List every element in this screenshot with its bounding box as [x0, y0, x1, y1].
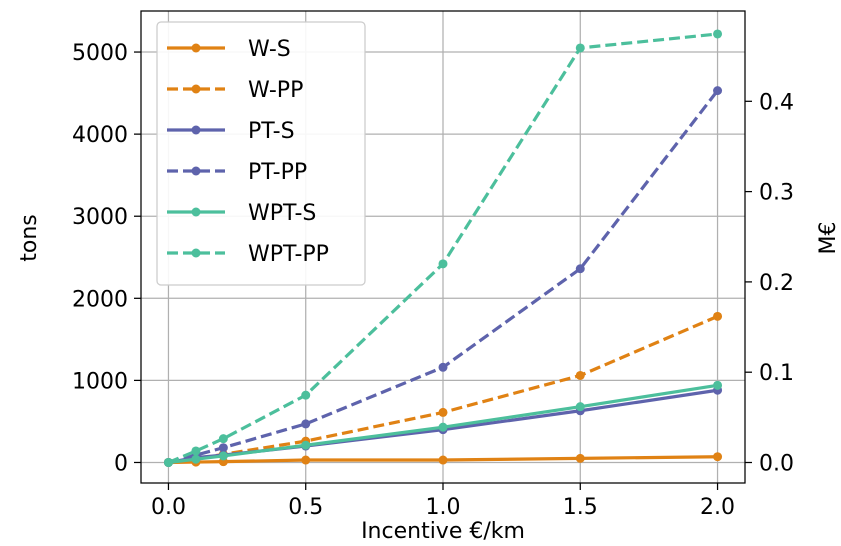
legend-marker-w-s [191, 43, 201, 53]
y-axis-title: tons [17, 214, 42, 262]
data-point-w-s [301, 455, 311, 465]
legend-label-pt-s: PT-S [248, 119, 295, 144]
y-tick-label: 1000 [72, 369, 128, 394]
legend-marker-pt-pp [191, 166, 201, 176]
series-wpt-s [163, 380, 723, 467]
data-point-wpt-s [575, 402, 585, 412]
series-lines [163, 29, 723, 467]
data-point-wpt-pp [438, 259, 448, 269]
data-point-wpt-pp [163, 457, 173, 467]
data-point-w-pp [438, 407, 448, 417]
data-point-pt-pp [301, 419, 311, 429]
y2-tick-label: 0.3 [759, 181, 794, 206]
data-point-wpt-pp [713, 29, 723, 39]
series-wpt-pp [163, 29, 723, 467]
data-point-wpt-pp [191, 446, 201, 456]
data-point-wpt-pp [301, 390, 311, 400]
y2-axis-title: M€ [816, 222, 841, 255]
data-point-wpt-pp [218, 434, 228, 444]
legend-label-pt-pp: PT-PP [248, 160, 307, 185]
legend-marker-w-pp [191, 84, 201, 94]
data-point-pt-pp [438, 362, 448, 372]
data-point-w-s [575, 453, 585, 463]
data-point-wpt-s [301, 440, 311, 450]
y-tick-label: 2000 [72, 287, 128, 312]
y2-tick-label: 0.1 [759, 361, 794, 386]
y-tick-label: 5000 [72, 41, 128, 66]
x-tick-label: 2.0 [700, 495, 735, 520]
data-point-w-pp [575, 370, 585, 380]
data-point-pt-pp [575, 264, 585, 274]
data-point-wpt-s [713, 380, 723, 390]
legend-marker-wpt-pp [191, 248, 201, 258]
legend-label-wpt-pp: WPT-PP [248, 242, 329, 267]
data-point-pt-pp [713, 86, 723, 96]
legend-label-w-pp: W-PP [248, 78, 303, 103]
data-point-wpt-s [218, 451, 228, 461]
data-point-wpt-pp [575, 43, 585, 53]
axis-ticks: 0.0 0.5 1.0 1.5 2.0 0 1000 2000 3000 4000 5000 0.0 0… [72, 41, 794, 520]
y-tick-label: 3000 [72, 205, 128, 230]
legend-label-w-s: W-S [248, 37, 291, 62]
data-point-pt-pp [218, 443, 228, 453]
legend-marker-wpt-s [191, 207, 201, 217]
x-axis-title: Incentive €/km [361, 519, 525, 544]
x-tick-label: 0.0 [151, 495, 186, 520]
x-tick-label: 0.5 [288, 495, 323, 520]
data-point-wpt-s [191, 454, 201, 464]
legend-label-wpt-s: WPT-S [248, 201, 316, 226]
y-tick-label: 0 [114, 451, 128, 476]
y2-tick-label: 0.0 [759, 452, 794, 477]
data-point-w-s [438, 455, 448, 465]
legend: W-S W-PP PT-S PT-PP WPT-S WPT-PP [156, 21, 366, 286]
data-point-w-s [713, 452, 723, 462]
data-point-w-pp [713, 311, 723, 321]
data-point-wpt-s [438, 422, 448, 432]
y-tick-label: 4000 [72, 123, 128, 148]
x-tick-label: 1.0 [426, 495, 461, 520]
y2-tick-label: 0.2 [759, 271, 794, 296]
y2-tick-label: 0.4 [759, 90, 794, 115]
x-tick-label: 1.5 [563, 495, 598, 520]
legend-marker-pt-s [191, 125, 201, 135]
